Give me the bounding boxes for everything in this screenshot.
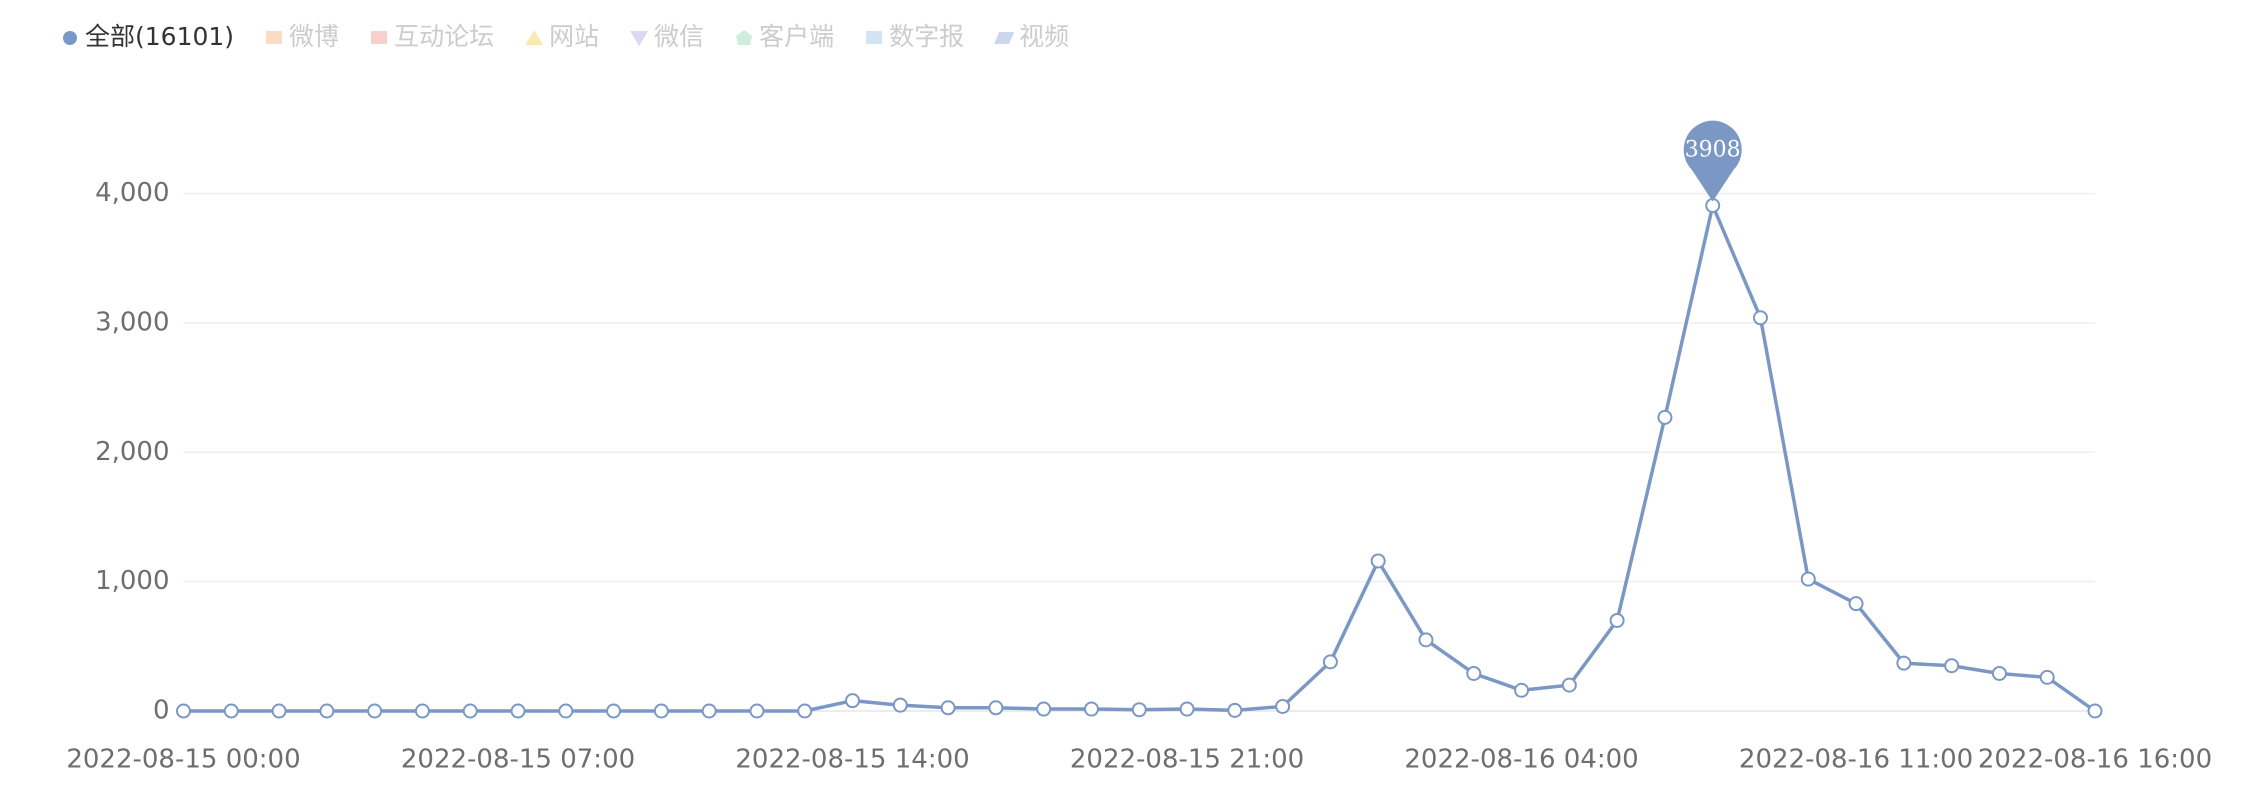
- data-point: [558, 703, 574, 719]
- legend-label: 客户端: [759, 22, 834, 51]
- x-tick-label: 2022-08-15 07:00: [401, 745, 635, 775]
- data-point: [1322, 654, 1338, 670]
- data-point: [1514, 682, 1530, 698]
- x-tick-label: 2022-08-15 00:00: [66, 745, 300, 775]
- legend-item[interactable]: 全部(16101): [63, 22, 234, 51]
- data-point: [223, 703, 239, 719]
- data-point: [319, 703, 335, 719]
- x-tick-label: 2022-08-15 21:00: [1070, 745, 1304, 775]
- legend-icon: [866, 31, 883, 44]
- data-point: [1944, 658, 1960, 674]
- data-point: [1227, 702, 1243, 718]
- y-tick-label: 1,000: [95, 566, 169, 596]
- legend-item[interactable]: 微信: [630, 22, 704, 51]
- legend-label: 微博: [289, 22, 339, 51]
- y-tick-label: 2,000: [95, 437, 169, 467]
- x-tick-label: 2022-08-16 04:00: [1404, 745, 1638, 775]
- data-point: [1036, 701, 1052, 717]
- data-point: [1370, 553, 1386, 569]
- data-point: [797, 703, 813, 719]
- legend-label: 网站: [549, 22, 599, 51]
- data-point: [1083, 701, 1099, 717]
- legend-label: 视频: [1019, 22, 1069, 51]
- legend-item[interactable]: 数字报: [866, 22, 964, 51]
- legend-item[interactable]: 微博: [266, 22, 339, 51]
- x-tick-label: 2022-08-16 16:00: [1978, 745, 2212, 775]
- data-point: [988, 700, 1004, 716]
- data-point: [940, 700, 956, 716]
- legend-icon: [994, 32, 1015, 44]
- legend-icon: [525, 30, 544, 45]
- legend-label: 互动论坛: [394, 22, 494, 51]
- y-tick-label: 4,000: [95, 178, 169, 208]
- legend-label: 全部(16101): [85, 22, 234, 51]
- data-point: [462, 703, 478, 719]
- data-point: [1752, 310, 1768, 326]
- legend-item[interactable]: 网站: [525, 22, 599, 51]
- data-point: [1800, 571, 1816, 587]
- legend-icon: [266, 31, 283, 44]
- legend-icon: [63, 31, 77, 45]
- data-point: [1466, 665, 1482, 681]
- legend-icon: [371, 31, 388, 44]
- legend-label: 数字报: [889, 22, 964, 51]
- data-point: [892, 697, 908, 713]
- data-point: [1991, 665, 2007, 681]
- data-point: [2087, 703, 2103, 719]
- data-point: [1418, 632, 1434, 648]
- data-point: [1179, 701, 1195, 717]
- data-point: [2039, 669, 2055, 685]
- legend-item[interactable]: 客户端: [736, 22, 834, 51]
- data-point: [1609, 612, 1625, 628]
- legend-icon: [630, 31, 649, 46]
- mark-point-label: 3908: [1685, 138, 1741, 163]
- legend-icon: [736, 30, 753, 45]
- legend-item[interactable]: 视频: [994, 22, 1069, 51]
- data-point: [1848, 596, 1864, 612]
- data-point: [701, 703, 717, 719]
- legend-label: 微信: [654, 22, 704, 51]
- mark-point-pin: [1683, 120, 1742, 202]
- data-point: [414, 703, 430, 719]
- legend-item[interactable]: 互动论坛: [371, 22, 494, 51]
- x-tick-label: 2022-08-15 14:00: [735, 745, 969, 775]
- data-point: [367, 703, 383, 719]
- data-point: [1275, 698, 1291, 714]
- data-point: [510, 703, 526, 719]
- data-point: [1896, 655, 1912, 671]
- series-line: [183, 203, 2097, 713]
- data-point: [653, 703, 669, 719]
- data-point: [1561, 677, 1577, 693]
- data-point: [845, 693, 861, 709]
- data-point: [176, 703, 191, 719]
- data-point: [606, 703, 622, 719]
- data-point: [1657, 409, 1673, 425]
- x-tick-label: 2022-08-16 11:00: [1739, 745, 1973, 775]
- data-point: [749, 703, 765, 719]
- data-point: [271, 703, 287, 719]
- y-tick-label: 0: [153, 696, 170, 726]
- y-tick-label: 3,000: [95, 307, 169, 337]
- data-point: [1131, 702, 1147, 718]
